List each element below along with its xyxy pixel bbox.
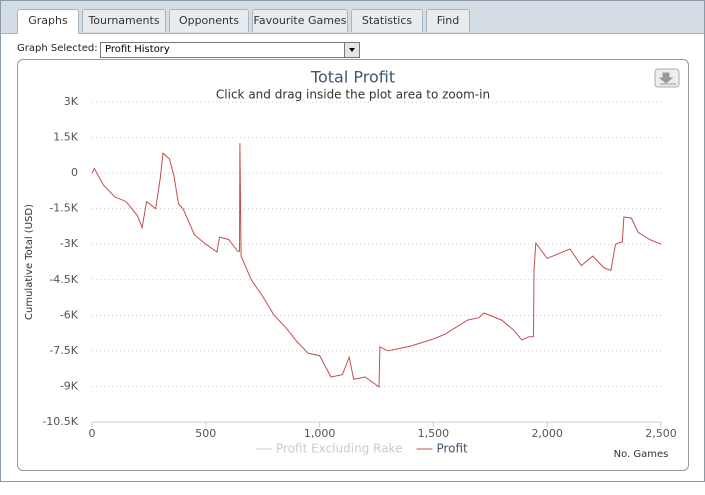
y-tick-label: -10.5K (42, 415, 78, 428)
y-tick-label: 0 (71, 166, 78, 179)
tab[interactable]: Graphs (17, 9, 79, 34)
tab[interactable]: Favourite Games (252, 9, 348, 32)
x-tick-label: 2,000 (531, 427, 563, 440)
tab[interactable]: Tournaments (82, 9, 166, 32)
y-axis-label: Cumulative Total (USD) (24, 204, 35, 320)
y-tick-label: -9K (60, 379, 79, 392)
arrow-icon (349, 48, 355, 52)
y-tick-label: 1.5K (53, 131, 78, 144)
x-tick-label: 2,500 (645, 427, 677, 440)
download-button[interactable] (654, 68, 680, 88)
tab[interactable]: Find (426, 9, 470, 32)
y-tick-label: -7.5K (49, 344, 78, 357)
chart-panel (17, 59, 689, 471)
chart-subtitle: Click and drag inside the plot area to z… (216, 88, 490, 102)
tab[interactable]: Statistics (351, 9, 423, 32)
profit-line (91, 143, 662, 388)
x-tick-label: 1,000 (304, 427, 336, 440)
tab[interactable]: Opponents (169, 9, 249, 32)
legend-item[interactable]: Profit (436, 442, 468, 456)
select-value: Profit History (105, 44, 170, 55)
graph-select[interactable]: Profit History (100, 42, 360, 58)
x-tick-label: 0 (89, 427, 96, 440)
x-tick-label: 500 (195, 427, 216, 440)
y-tick-label: -1.5K (49, 202, 78, 215)
x-tick-label: 1,500 (418, 427, 450, 440)
y-tick-label: -6K (60, 308, 79, 321)
y-tick-label: -3K (60, 237, 79, 250)
window: Graph Selected: Profit History Total Pro… (0, 0, 705, 482)
y-tick-label: 3K (64, 95, 79, 108)
x-axis-label: No. Games (614, 449, 669, 460)
selector-label: Graph Selected: (17, 43, 98, 54)
chart: Total Profit Click and drag inside the p… (24, 68, 680, 460)
y-tick-label: -4.5K (49, 273, 78, 286)
chart-title: Total Profit (310, 68, 395, 87)
legend-item[interactable]: Profit Excluding Rake (276, 442, 402, 456)
select-arrow[interactable] (344, 43, 359, 57)
